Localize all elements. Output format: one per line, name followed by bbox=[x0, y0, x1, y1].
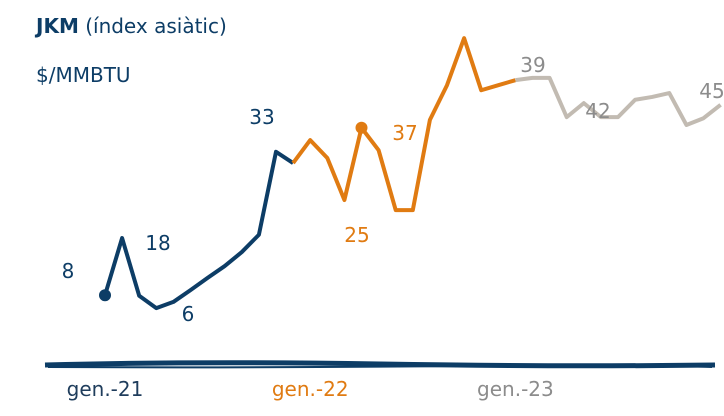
series-line bbox=[103, 149, 295, 311]
annotation: 8 bbox=[62, 259, 75, 283]
annotation: 33 bbox=[249, 105, 274, 129]
annotation: 39 bbox=[520, 53, 545, 77]
annotation: 6 bbox=[182, 302, 195, 326]
chart-title: JKM (índex asiàtic) bbox=[34, 14, 227, 38]
baseline-stroke bbox=[47, 364, 713, 369]
point-marker bbox=[99, 289, 111, 302]
annotation: 42 bbox=[585, 99, 610, 123]
title-emphasis: JKM bbox=[34, 14, 79, 38]
point-marker bbox=[355, 121, 368, 134]
chart-subtitle: $/MMBTU bbox=[36, 63, 131, 87]
annotation: 18 bbox=[145, 231, 170, 255]
x-tick-label: gen.-21 bbox=[67, 377, 144, 401]
series-line bbox=[291, 36, 516, 213]
x-tick-label: gen.-23 bbox=[477, 377, 554, 401]
title-text: (índex asiàtic) bbox=[85, 14, 227, 38]
annotation: 37 bbox=[392, 121, 417, 145]
series-line bbox=[515, 75, 722, 127]
x-tick-label: gen.-22 bbox=[272, 377, 349, 401]
annotation: 25 bbox=[344, 223, 369, 247]
annotation: 45 bbox=[699, 79, 724, 103]
